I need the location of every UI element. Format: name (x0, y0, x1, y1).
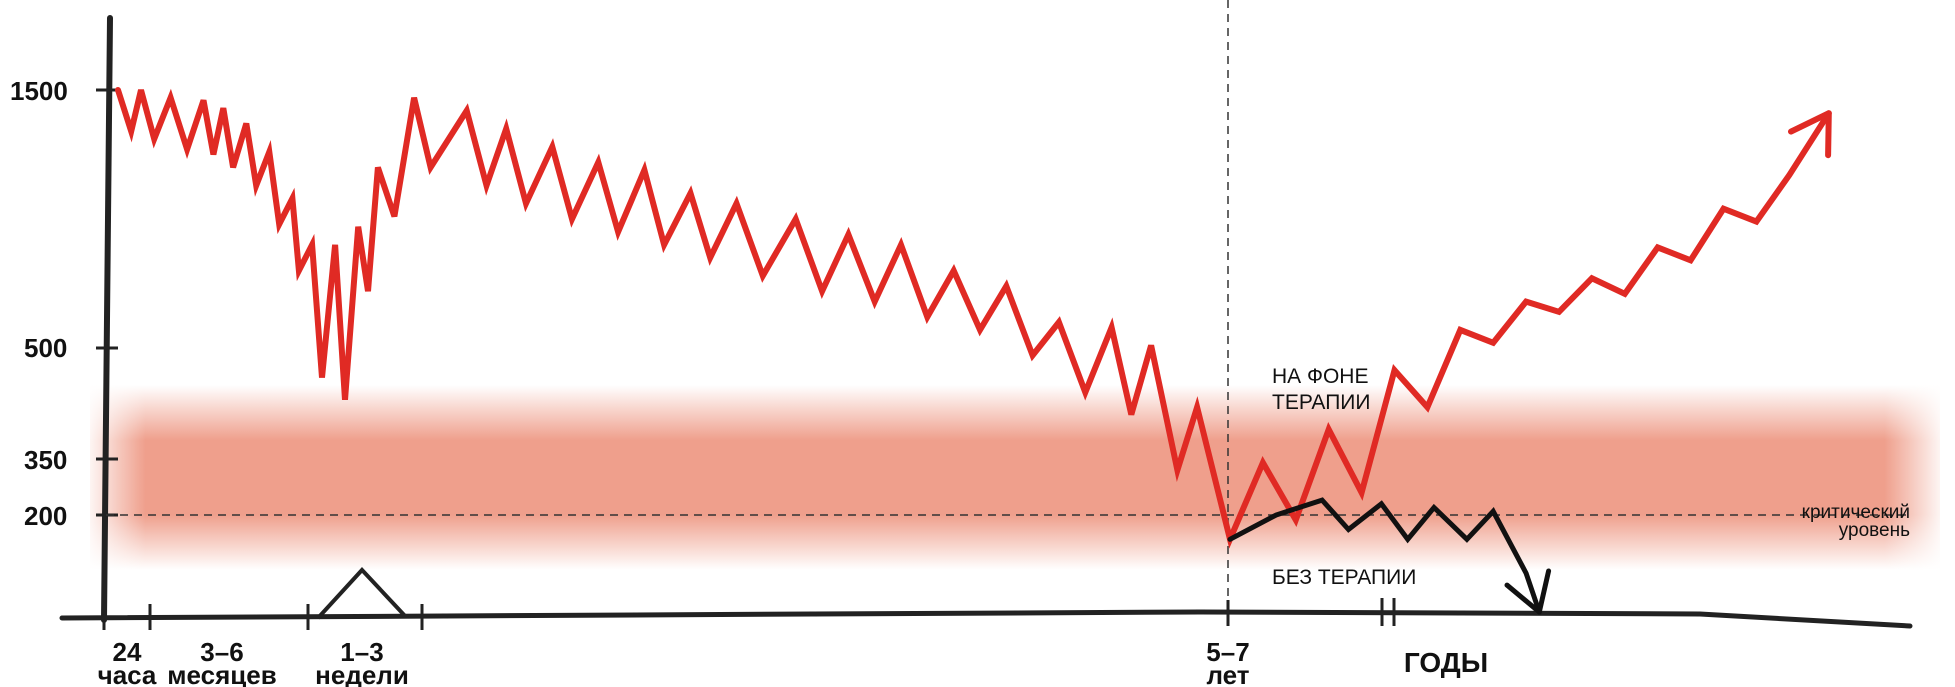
y-tick-label-350: 350 (24, 445, 67, 475)
x-tick-label-5-7-bottom: лет (1206, 660, 1249, 687)
x-tick-label-1-3-top: 1–3 (340, 637, 383, 667)
series-line-0 (115, 87, 1832, 549)
x-axis (59, 609, 1913, 629)
x-axis-bump (316, 567, 408, 620)
x-tick-label-3-6-top: 3–6 (200, 637, 243, 667)
critical-level-label-line1: критический (1802, 502, 1910, 523)
y-ticks: 1500 500 350 200 (10, 76, 118, 531)
x-axis-unit-label: ГОДЫ (1404, 647, 1488, 678)
series-arrowhead-1 (1504, 568, 1552, 615)
y-tick-label-500: 500 (24, 333, 67, 363)
x-ticks (102, 598, 1396, 630)
x-tick-label-5-7-top: 5–7 (1206, 637, 1249, 667)
y-tick-label-200: 200 (24, 501, 67, 531)
y-axis (101, 15, 113, 623)
series-arrowhead-0 (1788, 110, 1832, 159)
series-line-1 (1227, 497, 1542, 615)
x-tick-label-24-bottom: часа (98, 660, 157, 687)
x-tick-label-1-3-bottom: недели (315, 660, 409, 687)
x-tick-labels: 24 часа 3–6 месяцев 1–3 недели 5–7 лет Г… (98, 637, 1489, 687)
critical-level-label-line2: уровень (1839, 520, 1910, 541)
y-tick-label-1500: 1500 (10, 76, 68, 106)
x-tick-label-3-6-bottom: месяцев (167, 660, 276, 687)
without-therapy-label: БЕЗ ТЕРАПИИ (1272, 566, 1416, 589)
series-layer (115, 87, 1832, 615)
x-tick-label-24-top: 24 (113, 637, 142, 667)
danger-band (90, 385, 1940, 570)
with-therapy-label-line1: НА ФОНЕ (1272, 365, 1368, 388)
with-therapy-label-line2: ТЕРАПИИ (1272, 391, 1371, 414)
axes (59, 15, 1913, 629)
